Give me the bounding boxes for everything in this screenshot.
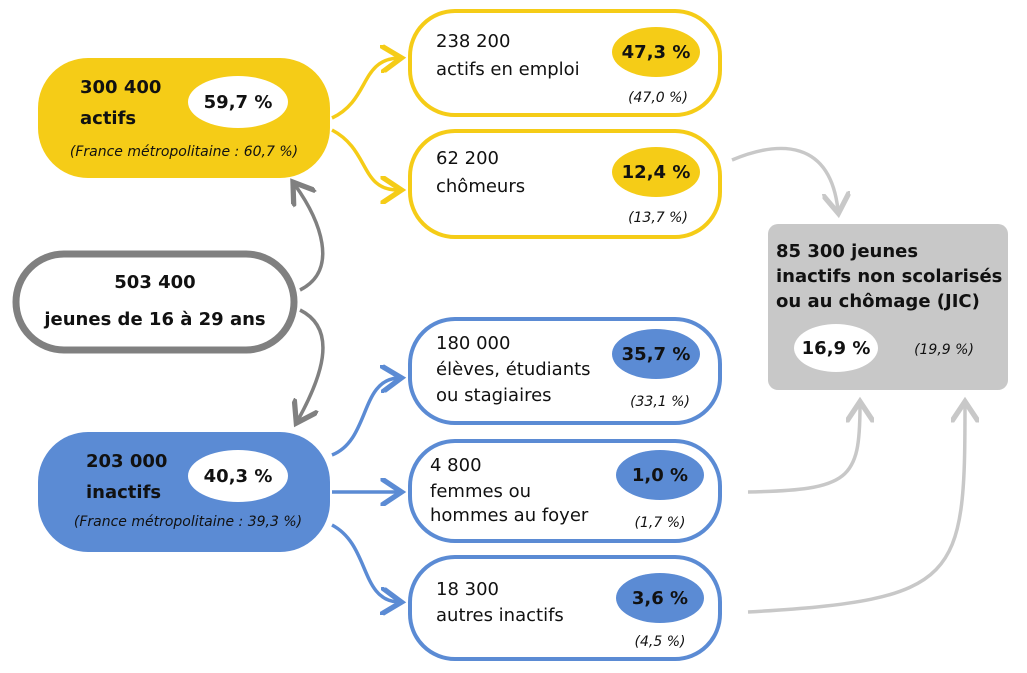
title: inactifs non scolarisés: [776, 266, 1002, 287]
label: jeunes de 16 à 29 ans: [43, 309, 265, 330]
reference: (1,7 %): [635, 515, 686, 531]
arrow: [747, 405, 965, 614]
share: 47,3 %: [622, 42, 691, 63]
label: chômeurs: [436, 176, 525, 197]
arrow: [295, 185, 325, 292]
group-3: 4 800 femmes ou hommes au foyer 1,0 % (1…: [408, 439, 722, 543]
share: 1,0 %: [632, 465, 688, 486]
arrow: [331, 128, 398, 190]
arrow: [331, 378, 398, 457]
label: hommes au foyer: [430, 505, 589, 526]
share-bubble: [616, 450, 704, 500]
label: actifs en emploi: [436, 59, 580, 80]
reference: (13,7 %): [628, 210, 688, 226]
share: 16,9 %: [802, 338, 871, 359]
count: 180 000: [436, 333, 510, 354]
share-bubble: [612, 27, 700, 77]
count: 300 400: [80, 77, 161, 98]
reference: (19,9 %): [914, 342, 974, 358]
count: 18 300: [436, 579, 499, 600]
reference: (33,1 %): [630, 394, 690, 410]
title: ou au chômage (JIC): [776, 291, 980, 312]
share-bubble: [616, 573, 704, 623]
count: 62 200: [436, 148, 499, 169]
share: 40,3 %: [204, 466, 273, 487]
total-node: 503 400 jeunes de 16 à 29 ans: [12, 250, 298, 354]
title: 85 300 jeunes: [776, 241, 918, 262]
node-box: [12, 250, 298, 354]
reference: (4,5 %): [635, 634, 686, 650]
arrow: [731, 146, 838, 210]
share: 3,6 %: [632, 588, 688, 609]
inactifs-node: 203 000 inactifs 40,3 % (France métropol…: [38, 432, 330, 552]
node-box: [38, 432, 330, 552]
label: ou stagiaires: [436, 385, 552, 406]
share-bubble: [188, 76, 288, 128]
group-1: 62 200 chômeurs 12,4 % (13,7 %): [408, 129, 722, 239]
label: femmes ou: [430, 481, 531, 502]
share: 35,7 %: [622, 344, 691, 365]
arrow: [331, 523, 398, 602]
group-4: 18 300 autres inactifs 3,6 % (4,5 %): [408, 555, 722, 661]
count: 203 000: [86, 451, 167, 472]
share-bubble: [188, 450, 288, 502]
share: 12,4 %: [622, 162, 691, 183]
arrow: [331, 58, 398, 120]
jic-node: 85 300 jeunes inactifs non scolarisés ou…: [768, 224, 1008, 390]
count: 503 400: [114, 272, 195, 293]
count: 238 200: [436, 31, 510, 52]
reference: (France métropolitaine : 39,3 %): [74, 514, 302, 530]
share-bubble: [612, 147, 700, 197]
share-bubble: [794, 324, 878, 372]
label: inactifs: [86, 482, 161, 503]
reference: (France métropolitaine : 60,7 %): [70, 144, 298, 160]
count: 4 800: [430, 455, 482, 476]
actifs-node: 300 400 actifs 59,7 % (France métropolit…: [38, 58, 330, 178]
arrow: [747, 405, 860, 494]
arrows: [295, 58, 965, 612]
label: actifs: [80, 108, 136, 129]
share: 59,7 %: [204, 92, 273, 113]
label: élèves, étudiants: [436, 359, 591, 380]
group-0: 238 200 actifs en emploi 47,3 % (47,0 %): [408, 9, 722, 117]
reference: (47,0 %): [628, 90, 688, 106]
arrow: [298, 308, 325, 420]
share-bubble: [612, 329, 700, 379]
label: autres inactifs: [436, 605, 564, 626]
group-2: 180 000 élèves, étudiants ou stagiaires …: [408, 317, 722, 425]
